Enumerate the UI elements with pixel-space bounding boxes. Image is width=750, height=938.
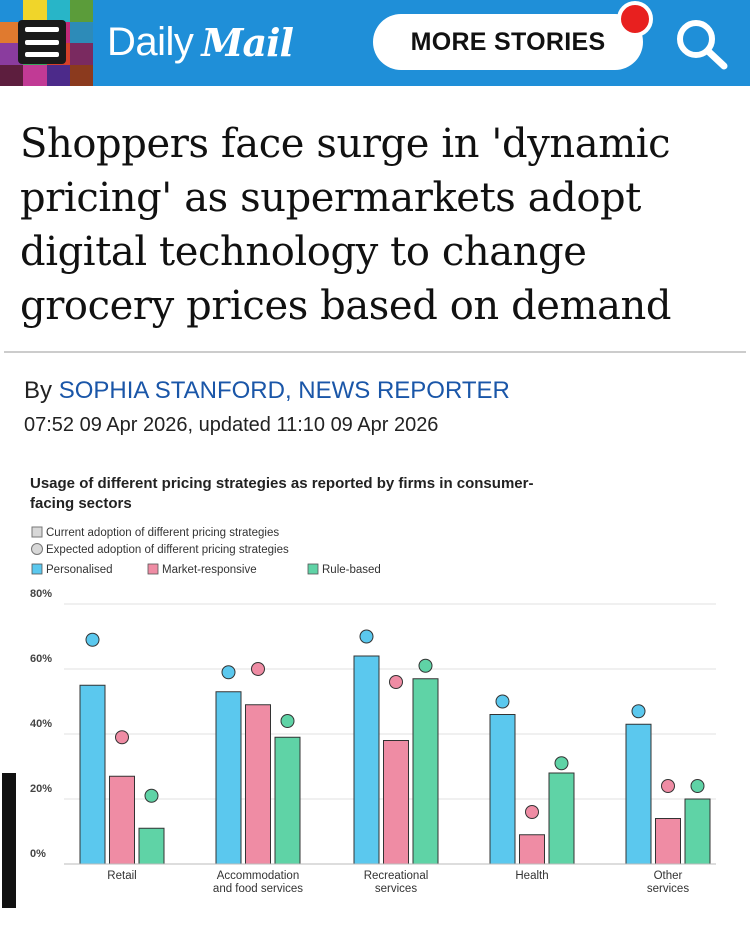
y-tick-label: 40% <box>30 718 52 730</box>
expected-dot-market-responsive <box>251 662 265 676</box>
bar-market-responsive <box>519 834 545 865</box>
bar-market-responsive <box>245 704 271 865</box>
byline: By SOPHIA STANFORD, NEWS REPORTER <box>24 377 510 405</box>
y-tick-label: 60% <box>30 653 52 665</box>
notification-dot <box>617 1 653 37</box>
y-tick-label: 80% <box>30 588 52 600</box>
expected-dot-market-responsive <box>389 675 403 689</box>
bar-rule-based <box>138 827 165 865</box>
more-stories-button[interactable]: MORE STORIES <box>373 14 643 70</box>
chart-title-line-2: facing sectors <box>30 495 132 512</box>
legend-series-swatch <box>31 563 43 575</box>
daily-mail-logo[interactable]: Daily Mail <box>107 14 294 70</box>
bar-market-responsive <box>109 775 135 865</box>
search-icon[interactable] <box>672 16 730 70</box>
logo-mail-text: Mail <box>201 19 294 65</box>
chart-title-line-1: Usage of different pricing strategies as… <box>30 475 533 492</box>
legend-expected-swatch <box>31 543 43 555</box>
chart-canvas: Usage of different pricing strategies as… <box>30 475 716 895</box>
legend-series-swatch <box>307 563 319 575</box>
author-link[interactable]: SOPHIA STANFORD, NEWS REPORTER <box>58 377 510 404</box>
x-category-label: and food services <box>213 883 303 895</box>
article-headline: Shoppers face surge in 'dynamic pricing'… <box>20 121 672 329</box>
bar-rule-based <box>274 736 301 865</box>
byline-prefix: By <box>24 377 53 404</box>
y-tick-label: 0% <box>30 848 46 860</box>
legend-series-label: Rule-based <box>322 564 381 576</box>
expected-dot-rule-based <box>144 788 159 803</box>
expected-dot-personalised <box>221 665 236 680</box>
bar-personalised <box>353 655 380 865</box>
expected-dot-rule-based <box>280 714 295 728</box>
scroll-indicator-notch <box>2 768 18 773</box>
bar-rule-based <box>548 772 575 865</box>
pricing-strategies-chart: Usage of different pricing strategies as… <box>20 468 722 908</box>
expected-dot-market-responsive <box>661 779 675 793</box>
bar-personalised <box>79 684 106 865</box>
expected-dot-market-responsive <box>525 805 539 819</box>
expected-dot-rule-based <box>554 756 569 771</box>
headline-divider <box>4 351 746 353</box>
expected-dot-personalised <box>85 632 100 647</box>
bar-rule-based <box>684 798 711 865</box>
bar-personalised <box>625 723 652 865</box>
legend-current-label: Current adoption of different pricing st… <box>46 527 279 539</box>
expected-dot-personalised <box>495 694 510 709</box>
bar-personalised <box>489 714 516 865</box>
expected-dot-rule-based <box>690 779 705 793</box>
legend-current-swatch <box>31 526 43 538</box>
expected-dot-rule-based <box>418 658 433 673</box>
x-category-label: Other <box>654 870 683 882</box>
x-category-label: services <box>375 883 417 895</box>
expected-dot-personalised <box>631 704 646 719</box>
bar-rule-based <box>412 678 439 865</box>
x-category-label: services <box>647 883 689 895</box>
bar-personalised <box>215 691 242 865</box>
logo-daily-text: Daily <box>107 19 194 64</box>
bar-market-responsive <box>383 740 409 865</box>
x-category-label: Health <box>515 870 548 882</box>
bar-market-responsive <box>655 818 681 865</box>
x-category-label: Retail <box>107 870 136 882</box>
legend-series-swatch <box>147 563 159 575</box>
menu-icon[interactable] <box>18 20 66 64</box>
x-category-label: Accommodation <box>217 870 299 882</box>
x-category-label: Recreational <box>364 870 429 882</box>
legend-expected-label: Expected adoption of different pricing s… <box>46 544 289 556</box>
y-tick-label: 20% <box>30 783 52 795</box>
article-timestamp: 07:52 09 Apr 2026, updated 11:10 09 Apr … <box>24 414 439 436</box>
scroll-indicator[interactable] <box>2 768 16 908</box>
expected-dot-market-responsive <box>115 730 129 745</box>
legend-series-label: Market-responsive <box>162 564 257 576</box>
expected-dot-personalised <box>359 629 374 644</box>
legend-series-label: Personalised <box>46 564 112 576</box>
